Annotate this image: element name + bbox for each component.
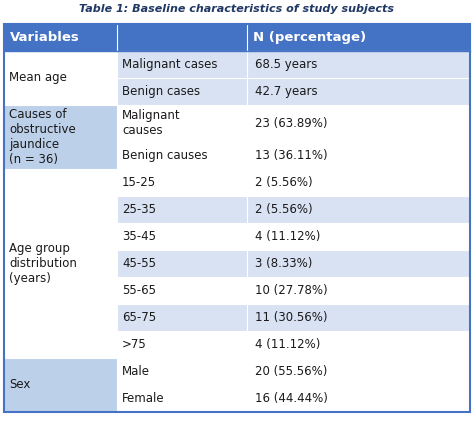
Text: Benign cases: Benign cases — [122, 85, 200, 98]
Text: 45-55: 45-55 — [122, 257, 156, 270]
Bar — [4, 24, 470, 51]
Bar — [117, 331, 247, 358]
Bar — [117, 358, 247, 385]
Text: 2 (5.56%): 2 (5.56%) — [255, 176, 313, 189]
Text: 3 (8.33%): 3 (8.33%) — [255, 257, 312, 270]
Bar — [117, 223, 247, 250]
Text: Benign causes: Benign causes — [122, 149, 208, 162]
Text: 68.5 years: 68.5 years — [255, 58, 318, 71]
Text: 25-35: 25-35 — [122, 203, 156, 216]
Bar — [117, 142, 247, 169]
Bar — [117, 277, 247, 304]
Text: 23 (63.89%): 23 (63.89%) — [255, 117, 328, 130]
Text: Variables: Variables — [10, 31, 80, 44]
Text: Male: Male — [122, 365, 150, 378]
Text: 35-45: 35-45 — [122, 230, 156, 243]
Bar — [247, 277, 470, 304]
Bar — [117, 78, 247, 105]
Bar — [247, 385, 470, 412]
Bar — [247, 331, 470, 358]
Bar — [117, 385, 247, 412]
Text: 10 (27.78%): 10 (27.78%) — [255, 284, 328, 297]
Text: 20 (55.56%): 20 (55.56%) — [255, 365, 328, 378]
Bar — [117, 105, 247, 142]
Text: Causes of
obstructive
jaundice
(n = 36): Causes of obstructive jaundice (n = 36) — [9, 108, 76, 166]
Text: 65-75: 65-75 — [122, 311, 156, 324]
Text: 13 (36.11%): 13 (36.11%) — [255, 149, 328, 162]
Bar — [4, 169, 117, 358]
Bar — [4, 105, 117, 169]
Text: >75: >75 — [122, 338, 147, 351]
Bar — [4, 51, 117, 105]
Text: Mean age: Mean age — [9, 72, 67, 84]
Bar — [117, 304, 247, 331]
Bar — [247, 142, 470, 169]
Text: N (percentage): N (percentage) — [253, 31, 366, 44]
Text: Sex: Sex — [9, 379, 30, 391]
Bar — [117, 196, 247, 223]
Bar — [247, 51, 470, 78]
Text: 42.7 years: 42.7 years — [255, 85, 318, 98]
Bar — [247, 223, 470, 250]
Bar — [4, 358, 117, 412]
Bar — [117, 51, 247, 78]
Text: Female: Female — [122, 392, 164, 405]
Text: 15-25: 15-25 — [122, 176, 156, 189]
Text: Table 1: Baseline characteristics of study subjects: Table 1: Baseline characteristics of stu… — [80, 4, 394, 14]
Bar — [247, 78, 470, 105]
Text: 55-65: 55-65 — [122, 284, 156, 297]
Text: Malignant
causes: Malignant causes — [122, 109, 181, 137]
Bar — [247, 169, 470, 196]
Bar — [247, 250, 470, 277]
Text: 16 (44.44%): 16 (44.44%) — [255, 392, 328, 405]
Text: 4 (11.12%): 4 (11.12%) — [255, 230, 320, 243]
Bar — [247, 196, 470, 223]
Text: 4 (11.12%): 4 (11.12%) — [255, 338, 320, 351]
Bar — [247, 304, 470, 331]
Bar — [117, 169, 247, 196]
Bar — [247, 358, 470, 385]
Text: Malignant cases: Malignant cases — [122, 58, 218, 71]
Bar — [247, 105, 470, 142]
Bar — [117, 250, 247, 277]
Text: 2 (5.56%): 2 (5.56%) — [255, 203, 313, 216]
Text: Age group
distribution
(years): Age group distribution (years) — [9, 242, 77, 285]
Text: 11 (30.56%): 11 (30.56%) — [255, 311, 328, 324]
